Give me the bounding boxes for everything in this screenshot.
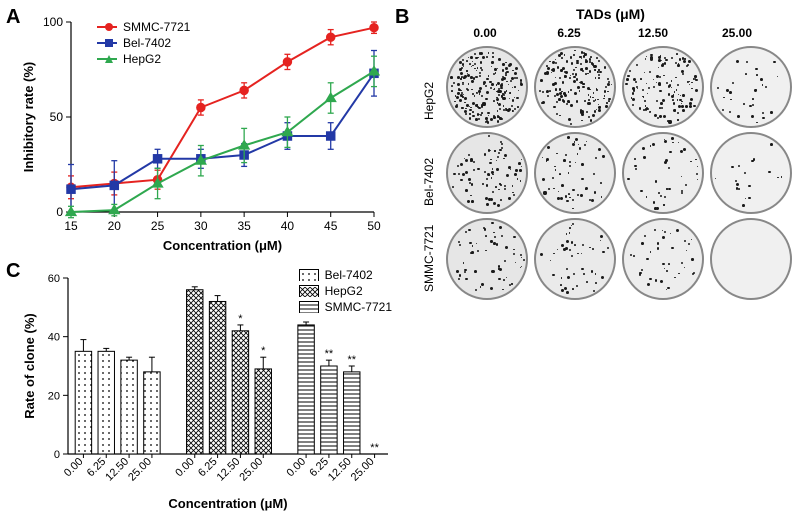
svg-text:**: ** xyxy=(370,442,379,454)
colony-well xyxy=(446,132,528,214)
svg-text:50: 50 xyxy=(367,219,381,233)
colony-well xyxy=(622,218,704,300)
panel-c-bar-chart: 0 20 40 60 Rate of clone (%) Concentration (μ… xyxy=(16,268,396,516)
svg-text:25: 25 xyxy=(151,219,165,233)
panel-b-col-label: 0.00 xyxy=(446,26,524,40)
legend-label: HepG2 xyxy=(123,52,161,66)
panel-a-legend: SMMC-7721 Bel-7402 HepG2 xyxy=(97,20,190,68)
panel-b-col-label: 6.25 xyxy=(530,26,608,40)
svg-text:Concentration (μM): Concentration (μM) xyxy=(168,496,287,511)
svg-text:50: 50 xyxy=(50,110,64,124)
svg-text:20: 20 xyxy=(108,219,122,233)
panel-b-colony-wells: TADs (μM) 0.00 6.25 12.50 25.00 HepG2 Bel-7402… xyxy=(408,6,798,306)
legend-item: Bel-7402 xyxy=(299,268,392,282)
legend-swatch xyxy=(97,54,117,64)
legend-label: Bel-7402 xyxy=(325,268,373,282)
panel-b-title: TADs (μM) xyxy=(576,6,645,22)
legend-swatch xyxy=(97,38,117,48)
legend-item: SMMC-7721 xyxy=(97,20,190,34)
colony-well xyxy=(710,46,792,128)
svg-text:12.50: 12.50 xyxy=(103,456,131,484)
colony-well xyxy=(534,218,616,300)
svg-text:45: 45 xyxy=(324,219,338,233)
legend-item: HepG2 xyxy=(299,284,392,298)
legend-swatch xyxy=(299,285,319,297)
svg-text:12.50: 12.50 xyxy=(326,456,354,484)
colony-well xyxy=(710,218,792,300)
colony-well xyxy=(446,46,528,128)
svg-text:30: 30 xyxy=(194,219,208,233)
legend-swatch xyxy=(299,269,319,281)
svg-text:0.00: 0.00 xyxy=(173,456,197,480)
legend-label: HepG2 xyxy=(325,284,363,298)
svg-text:*: * xyxy=(238,313,243,325)
legend-item: Bel-7402 xyxy=(97,36,190,50)
svg-text:0: 0 xyxy=(54,449,60,461)
svg-text:**: ** xyxy=(347,354,356,366)
colony-well xyxy=(622,46,704,128)
panel-b-row-label: SMMC-7721 xyxy=(422,225,436,292)
svg-text:25.00: 25.00 xyxy=(126,456,154,484)
colony-well xyxy=(446,218,528,300)
svg-text:0.00: 0.00 xyxy=(62,456,86,480)
panel-b-row-label: HepG2 xyxy=(422,82,436,120)
svg-text:Concentration (μM): Concentration (μM) xyxy=(163,238,282,253)
panel-b-col-label: 25.00 xyxy=(698,26,776,40)
colony-well xyxy=(534,46,616,128)
panel-b-col-label: 12.50 xyxy=(614,26,692,40)
legend-swatch xyxy=(97,22,117,32)
svg-text:35: 35 xyxy=(237,219,251,233)
svg-text:20: 20 xyxy=(48,390,60,402)
svg-text:40: 40 xyxy=(48,332,60,344)
colony-well xyxy=(534,132,616,214)
legend-label: SMMC-7721 xyxy=(123,20,190,34)
panel-c-legend: Bel-7402 HepG2 SMMC-7721 xyxy=(299,268,392,316)
legend-item: SMMC-7721 xyxy=(299,300,392,314)
colony-well xyxy=(622,132,704,214)
svg-text:0: 0 xyxy=(56,205,63,219)
svg-text:**: ** xyxy=(325,348,334,360)
svg-text:25.00: 25.00 xyxy=(237,456,265,484)
legend-item: HepG2 xyxy=(97,52,190,66)
svg-text:12.50: 12.50 xyxy=(215,456,243,484)
legend-label: SMMC-7721 xyxy=(325,300,392,314)
svg-text:*: * xyxy=(261,345,266,357)
legend-swatch xyxy=(299,301,319,313)
svg-text:0.00: 0.00 xyxy=(285,456,309,480)
panel-a-line-chart: 0 50 100 15 20 25 30 35 40 45 50 Inhibitory rate (%… xyxy=(16,8,386,258)
legend-label: Bel-7402 xyxy=(123,36,171,50)
svg-text:100: 100 xyxy=(43,15,63,29)
colony-well xyxy=(710,132,792,214)
svg-text:Rate of clone (%): Rate of clone (%) xyxy=(22,313,37,418)
svg-text:40: 40 xyxy=(281,219,295,233)
svg-text:60: 60 xyxy=(48,273,60,285)
panel-b-row-label: Bel-7402 xyxy=(422,158,436,206)
svg-text:15: 15 xyxy=(64,219,78,233)
svg-text:Inhibitory rate (%): Inhibitory rate (%) xyxy=(21,62,36,173)
svg-text:25.00: 25.00 xyxy=(349,456,377,484)
